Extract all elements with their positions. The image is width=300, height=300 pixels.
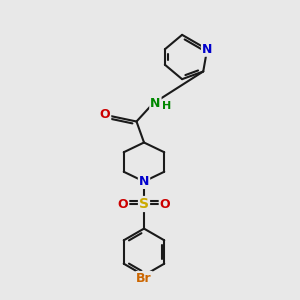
Text: S: S [139,197,149,211]
Text: N: N [139,175,149,188]
Text: N: N [202,43,212,56]
Text: N: N [150,97,161,110]
Text: H: H [162,101,171,111]
Text: O: O [160,197,170,211]
Text: O: O [100,107,110,121]
Text: Br: Br [136,272,152,285]
Text: O: O [118,197,128,211]
